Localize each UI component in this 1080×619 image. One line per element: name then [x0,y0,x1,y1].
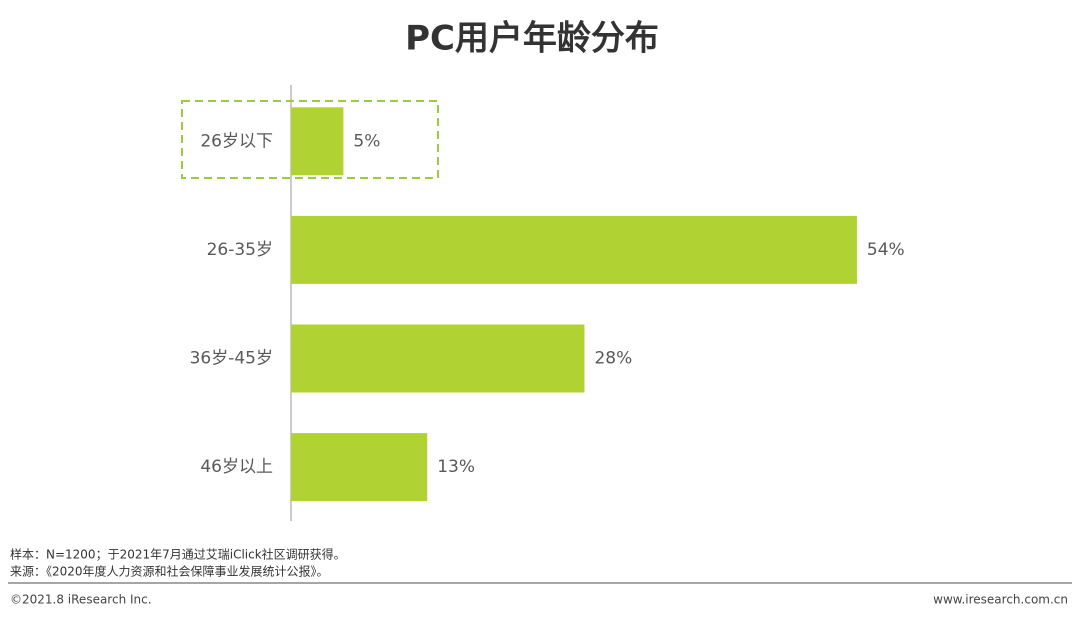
chart-title: PC用户年龄分布 [405,19,659,59]
category-label: 46岁以上 [200,457,273,477]
highlight-box [181,100,439,179]
category-label: 26-35岁 [207,240,273,260]
bar [291,433,428,502]
copyright: ©2021.8 iResearch Inc. [10,593,152,607]
value-label: 54% [867,240,905,260]
bar [291,107,344,176]
bar [291,215,857,284]
value-label: 5% [353,131,380,151]
note: 来源：《2020年度人力资源和社会保障事业发展统计公报》。 [10,564,329,579]
category-label: 36岁-45岁 [190,349,273,369]
bar [291,324,585,393]
category-label: 26岁以下 [200,131,273,151]
note: 样本：N=1200；于2021年7月通过艾瑞iClick社区调研获得。 [10,547,346,562]
value-label: 13% [437,457,475,477]
value-label: 28% [594,349,632,369]
website: www.iresearch.com.cn [933,593,1068,607]
